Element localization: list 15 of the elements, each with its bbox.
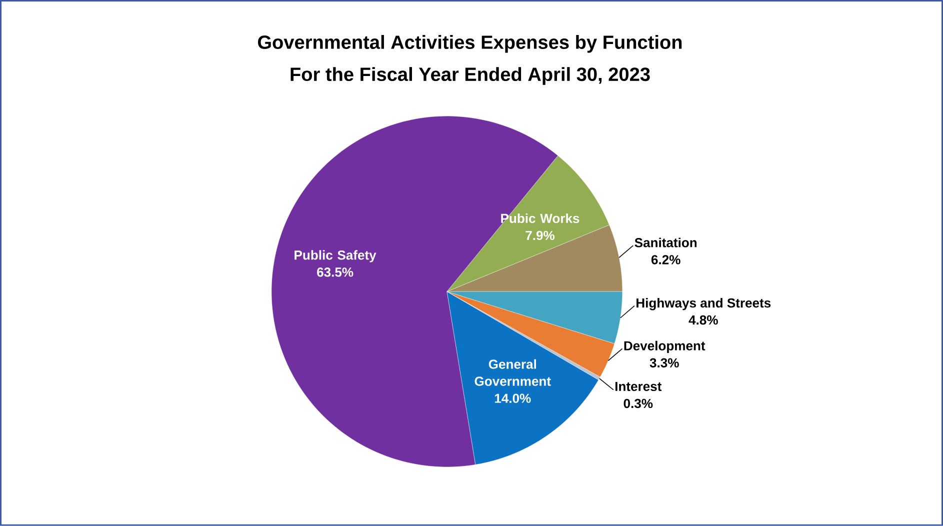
slice-label: Public Safety [294, 250, 376, 262]
data-label: 4.8% [688, 315, 718, 325]
chart-title: Governmental Activities Expenses by Function [258, 35, 682, 53]
slice-label: Sanitation [634, 238, 697, 248]
data-label: 3.3% [650, 358, 679, 368]
slice-label: Development [624, 340, 706, 354]
chart-subtitle: For the Fiscal Year Ended April 30, 2023 [290, 67, 650, 85]
data-label: 0.3% [624, 398, 653, 408]
data-label: 14.0% [494, 394, 531, 403]
data-label: 6.2% [651, 255, 680, 264]
data-label: 63.5% [317, 268, 354, 277]
slice-label: Highways and Streets [636, 298, 771, 310]
data-label: 7.9% [526, 230, 554, 240]
slice-label: Interest [615, 382, 662, 392]
slice-label: General Government [474, 359, 551, 386]
